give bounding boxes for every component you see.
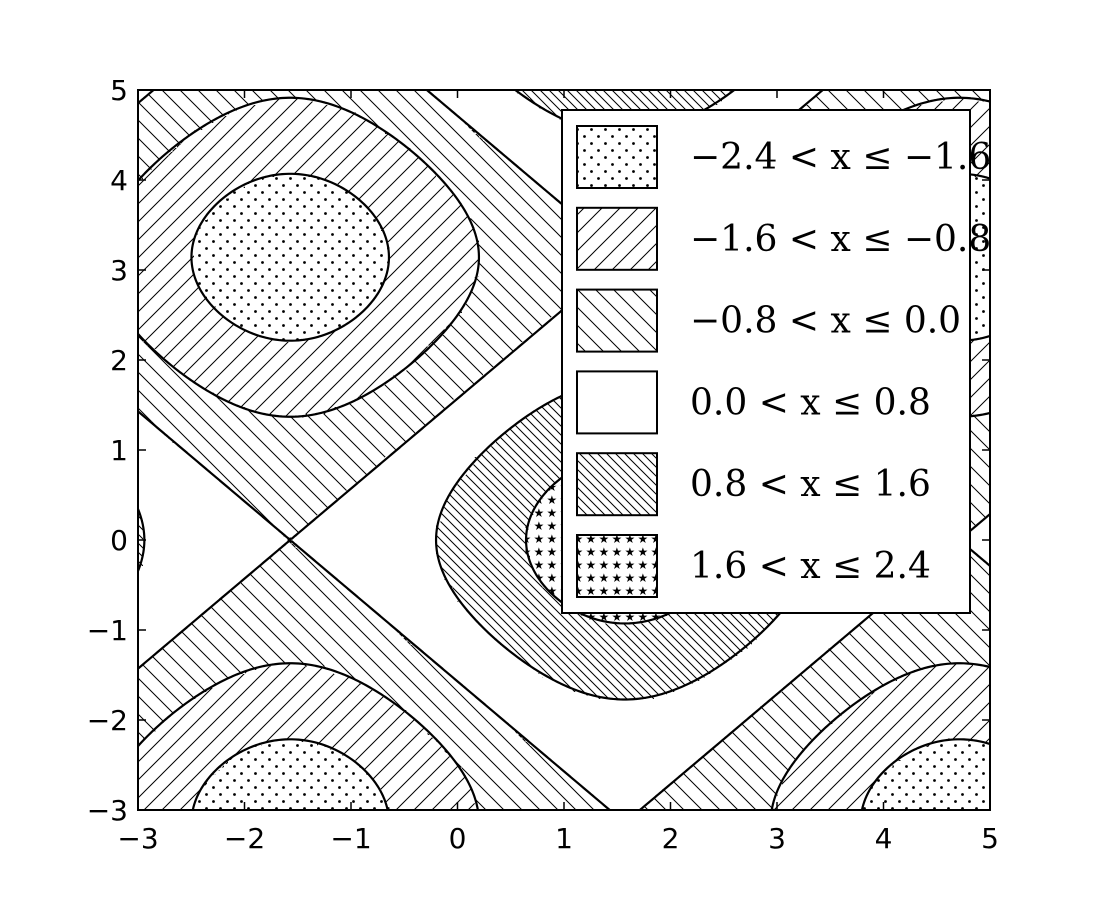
y-tick-label: 3 xyxy=(110,254,128,287)
legend-label-0: −2.4 < x ≤ −1.6 xyxy=(690,137,991,178)
x-tick-label: 0 xyxy=(449,822,467,855)
y-tick-label: 4 xyxy=(110,164,128,197)
y-tick-label: 0 xyxy=(110,524,128,557)
legend-swatch-3 xyxy=(576,370,658,435)
contour-band-2 xyxy=(138,90,990,810)
legend-label-2: −0.8 < x ≤ 0.0 xyxy=(690,301,961,342)
y-tick-label: 1 xyxy=(110,434,128,467)
y-tick-label: 2 xyxy=(110,344,128,377)
x-tick-label: 3 xyxy=(768,822,786,855)
x-axis: −3 −2 −1 0 1 2 3 4 5 xyxy=(117,90,999,855)
x-tick-label: 4 xyxy=(875,822,893,855)
y-tick-label: −2 xyxy=(87,704,128,737)
legend: −2.4 < x ≤ −1.6 −1.6 < x ≤ −0.8 −0.8 < x ≤… xyxy=(561,109,991,614)
legend-label-4: 0.8 < x ≤ 1.6 xyxy=(690,464,931,505)
x-tick-label: 2 xyxy=(662,822,680,855)
legend-swatch-2 xyxy=(576,288,658,353)
x-tick-label: 5 xyxy=(981,822,999,855)
legend-box xyxy=(561,109,971,614)
legend-label-1: −1.6 < x ≤ −0.8 xyxy=(690,219,991,260)
legend-swatch-1 xyxy=(576,206,658,271)
legend-label-5: 1.6 < x ≤ 2.4 xyxy=(690,546,931,587)
y-tick-label: −3 xyxy=(87,794,128,827)
legend-swatch-0 xyxy=(576,125,658,189)
x-tick-label: −3 xyxy=(117,822,158,855)
y-axis: 5 4 3 2 1 0 −1 −2 −3 xyxy=(87,74,990,827)
y-tick-label: 5 xyxy=(110,74,128,107)
x-tick-label: −2 xyxy=(224,822,265,855)
contour-band-3 xyxy=(138,90,990,810)
legend-swatch-4 xyxy=(576,452,658,517)
legend-swatch-5 xyxy=(576,534,658,598)
x-tick-label: −1 xyxy=(330,822,371,855)
legend-label-3: 0.0 < x ≤ 0.8 xyxy=(690,382,931,423)
y-tick-label: −1 xyxy=(87,614,128,647)
x-tick-label: 1 xyxy=(555,822,573,855)
